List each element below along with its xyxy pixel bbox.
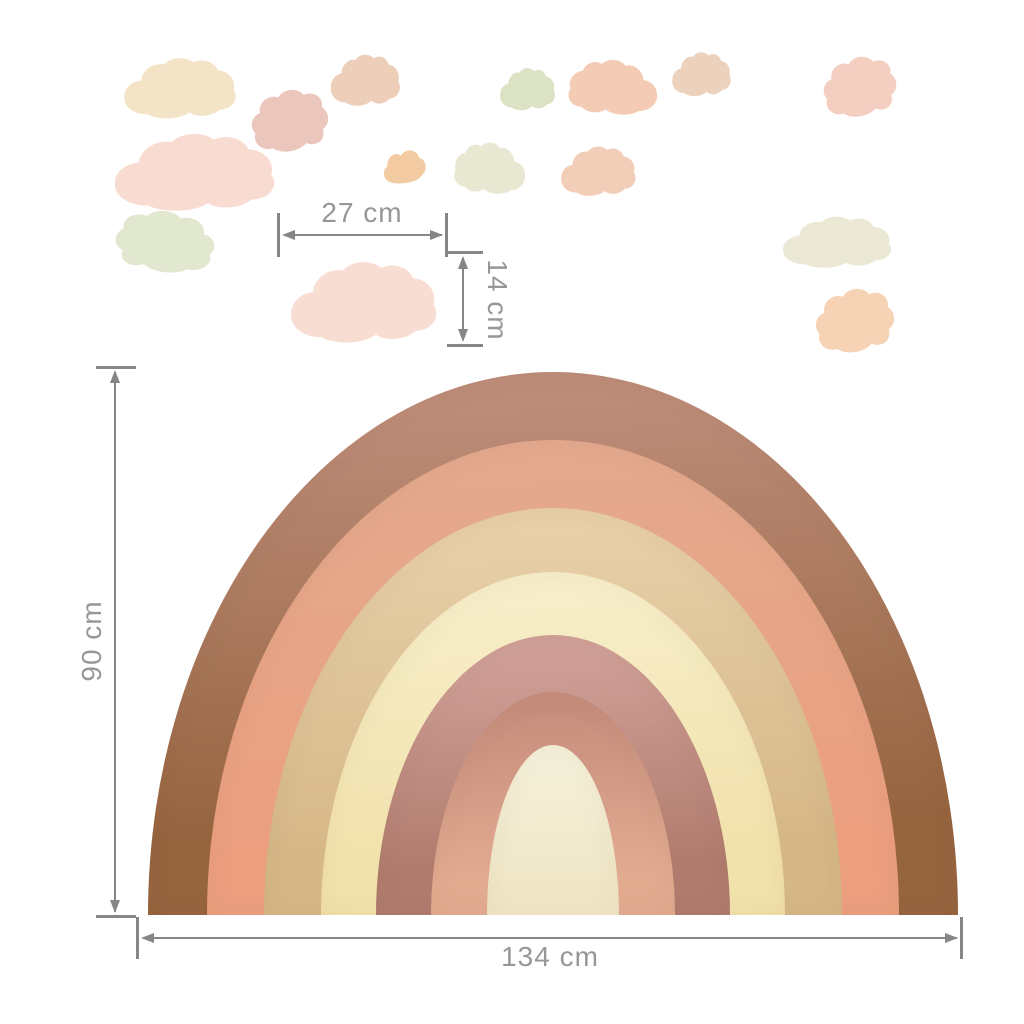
cloud-mottled-peach bbox=[327, 52, 405, 108]
cloud-shape bbox=[497, 66, 559, 112]
dim-line bbox=[284, 234, 442, 236]
arrowhead-left-icon bbox=[141, 933, 154, 943]
dim-line bbox=[143, 937, 957, 939]
cloud-cream-beige bbox=[118, 55, 244, 121]
dim-end-bar bbox=[277, 213, 280, 257]
cloud-sage-blob bbox=[112, 208, 218, 278]
cloud-sage-green bbox=[497, 66, 559, 112]
cloud-pink-blob bbox=[821, 54, 899, 122]
cloud-shape bbox=[106, 130, 286, 214]
dim-end-bar bbox=[960, 917, 963, 959]
cloud-peach-puff bbox=[381, 143, 431, 188]
dim-end-bar bbox=[445, 213, 448, 257]
arrowhead-left-icon bbox=[282, 230, 295, 240]
dim-end-bar bbox=[96, 366, 136, 369]
arrowhead-right-icon bbox=[945, 933, 958, 943]
dim-cloud-width-label: 27 cm bbox=[321, 197, 403, 228]
arrowhead-right-icon bbox=[430, 230, 443, 240]
cloud-shape bbox=[118, 55, 244, 121]
cloud-large-pale-pink bbox=[106, 130, 286, 214]
cloud-shape bbox=[777, 214, 899, 270]
arrowhead-down-icon bbox=[458, 329, 468, 342]
cloud-shape bbox=[327, 52, 405, 108]
cloud-shape bbox=[381, 143, 431, 188]
cloud-peach-blob bbox=[813, 286, 897, 358]
arrowhead-up-icon bbox=[458, 256, 468, 269]
cloud-measured-pink bbox=[283, 258, 447, 346]
cloud-pale-cream bbox=[777, 214, 899, 270]
cloud-peach bbox=[557, 144, 641, 198]
cloud-shape bbox=[112, 208, 218, 278]
dim-line bbox=[114, 372, 116, 912]
dim-end-bar bbox=[136, 917, 139, 959]
cloud-shape bbox=[813, 286, 897, 358]
cloud-shape bbox=[669, 50, 735, 98]
dim-end-bar bbox=[447, 344, 483, 347]
dim-cloud-height-label: 14 cm bbox=[482, 259, 513, 341]
dim-rainbow-width-label: 134 cm bbox=[501, 941, 599, 972]
arrowhead-up-icon bbox=[110, 370, 120, 383]
cloud-salmon-peach bbox=[562, 57, 662, 117]
dim-end-bar bbox=[96, 915, 136, 918]
cloud-pale-ecru bbox=[449, 140, 529, 196]
cloud-shape bbox=[557, 144, 641, 198]
arrowhead-down-icon bbox=[110, 900, 120, 913]
cloud-shape bbox=[449, 140, 529, 196]
dim-end-bar bbox=[447, 251, 483, 254]
cloud-peach-gray bbox=[669, 50, 735, 98]
dim-line bbox=[462, 258, 464, 340]
dim-rainbow-height-label: 90 cm bbox=[76, 600, 107, 682]
cloud-shape bbox=[821, 54, 899, 122]
cloud-shape bbox=[562, 57, 662, 117]
cloud-shape bbox=[283, 258, 447, 346]
